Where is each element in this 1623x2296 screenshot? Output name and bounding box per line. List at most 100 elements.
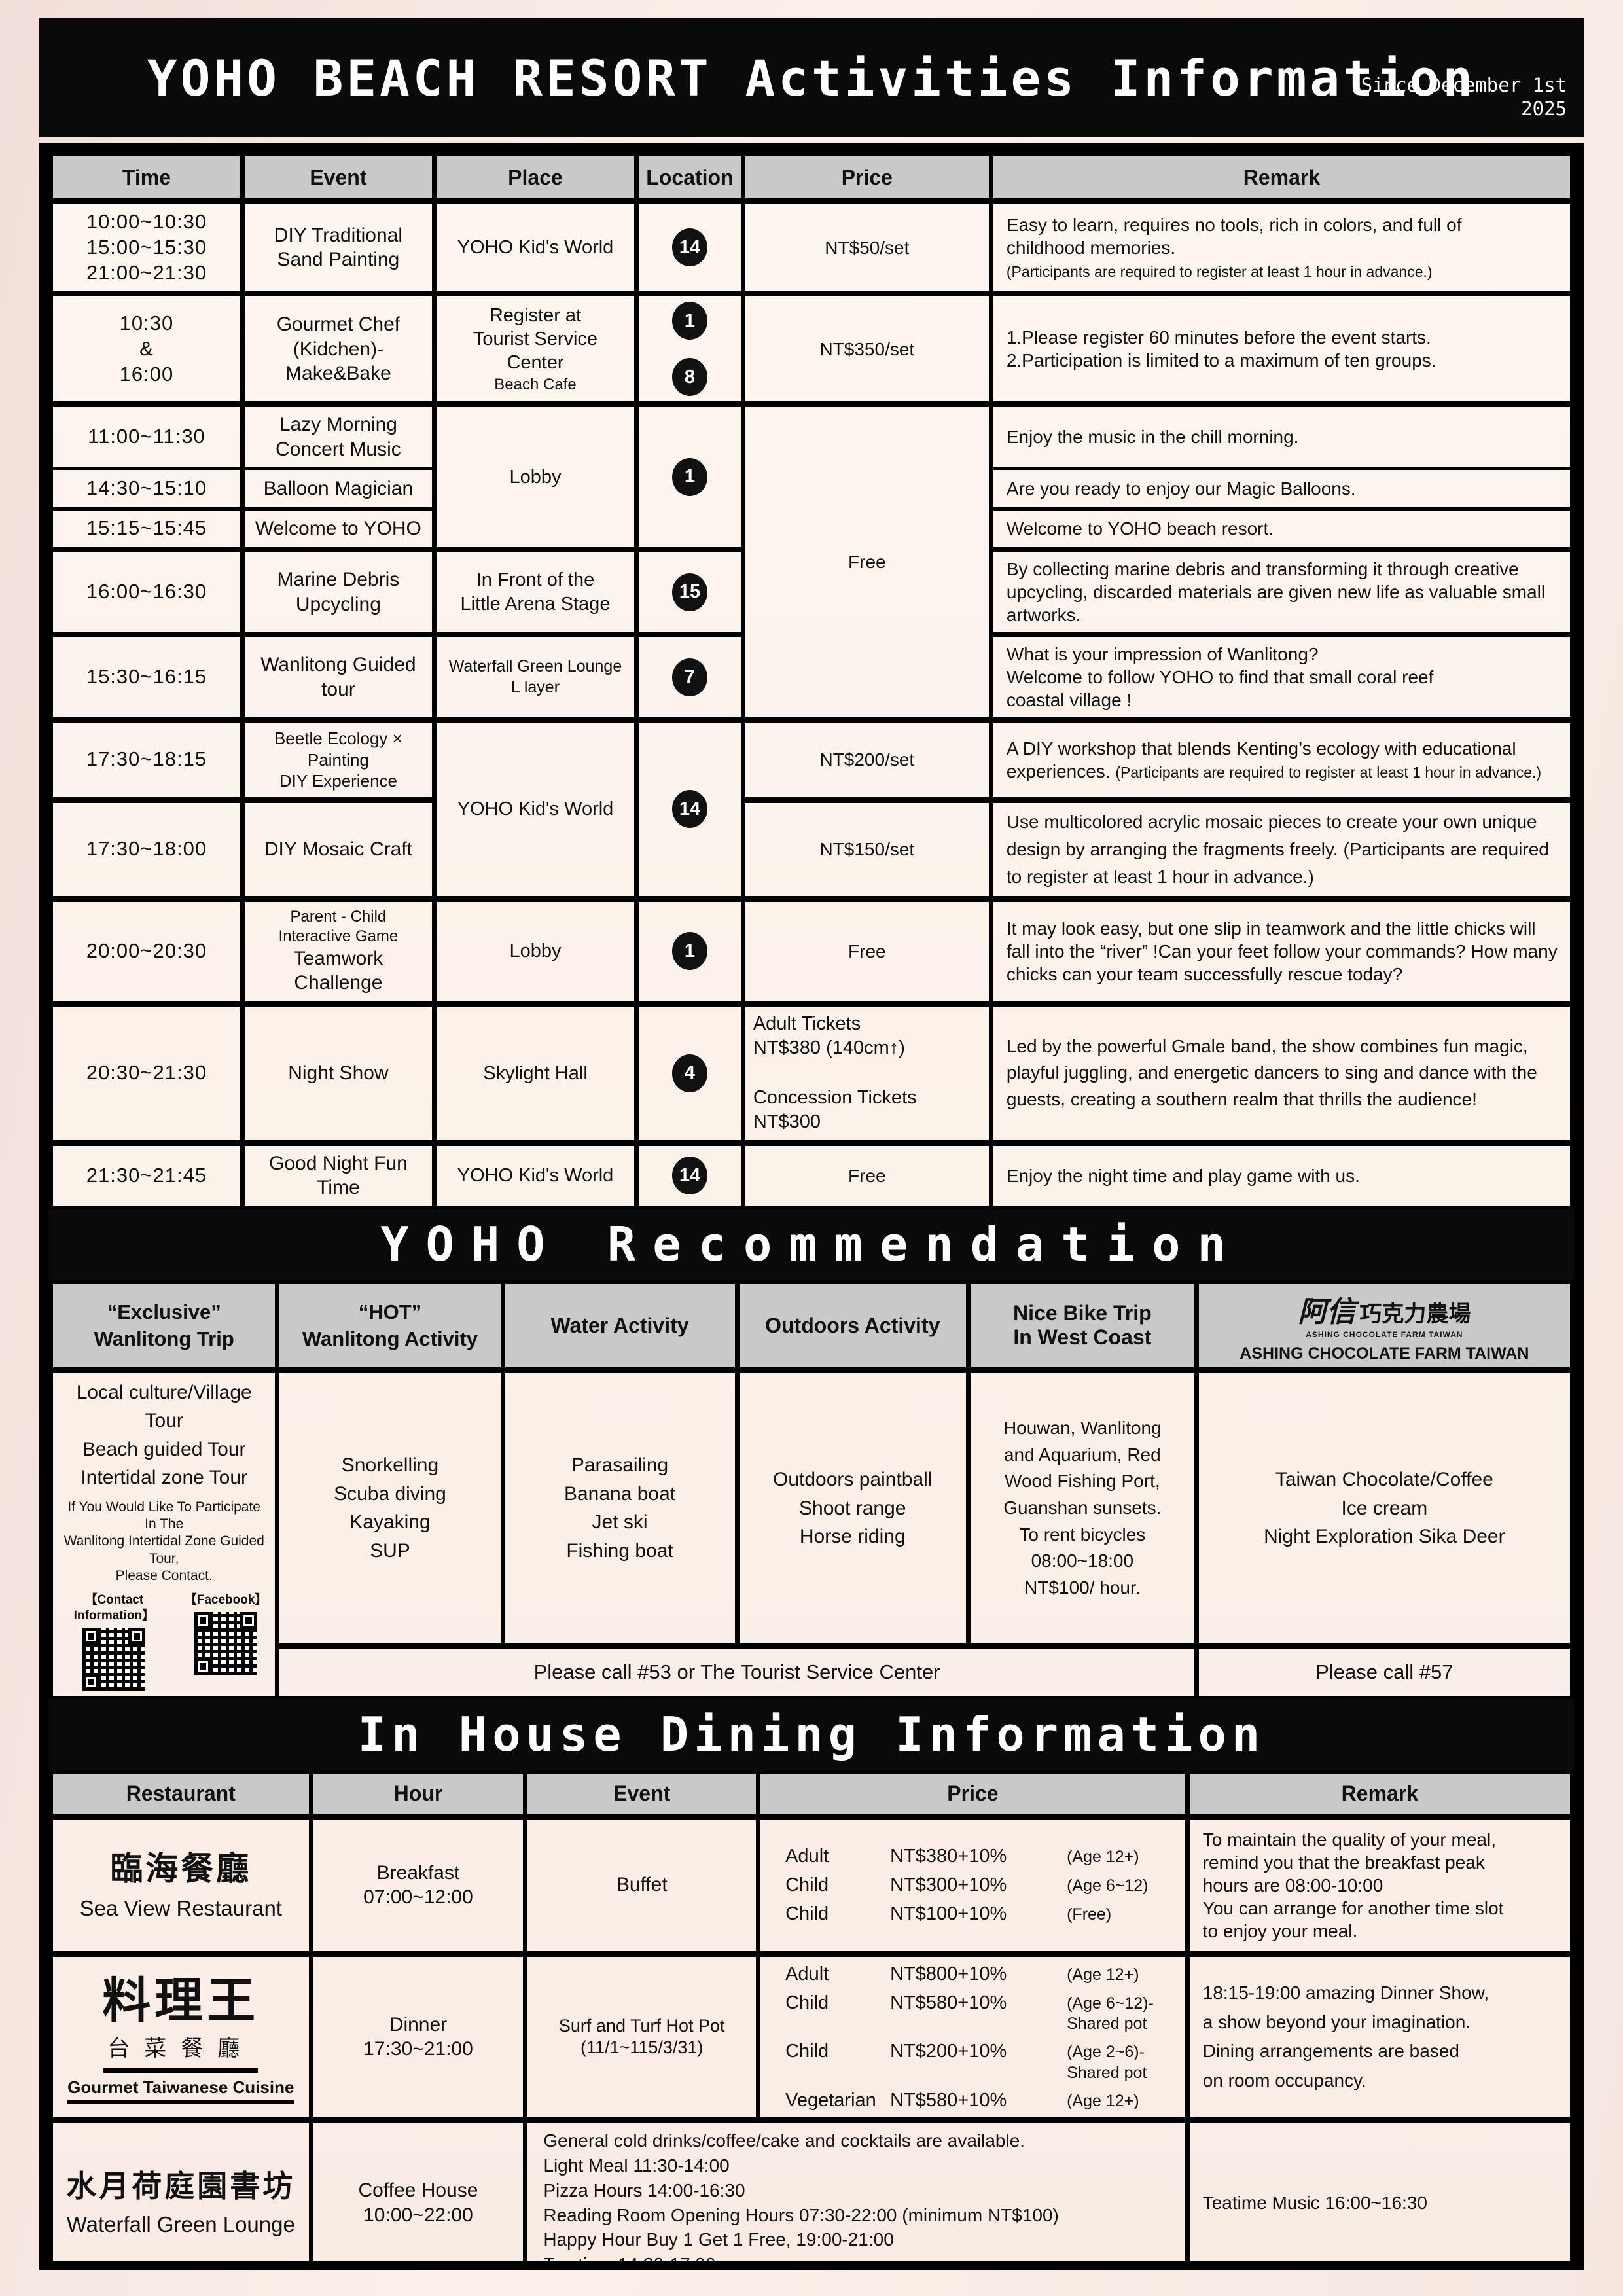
price-cell: Free [740, 895, 993, 1005]
location-badge: 14 [671, 790, 707, 829]
remark-cell: Enjoy the music in the chill morning. [988, 401, 1575, 471]
table-row: 17:30~18:15 Beetle Ecology × Painting DI… [48, 717, 1575, 901]
price-note: (Age 12+) [1067, 1965, 1139, 1984]
remark-cell: By collecting marine debris and transfor… [988, 547, 1575, 636]
rec-header-line1: “HOT” [358, 1300, 422, 1323]
price-cell: Free [740, 401, 993, 721]
table-row: 15:15~15:45 Welcome to YOHO Welcome to Y… [48, 508, 1575, 551]
price-note: (Age 12+) [1067, 1847, 1139, 1866]
recommendation-header-row: “Exclusive” Wanlitong Trip “HOT” Wanlitong… [48, 1279, 1575, 1373]
table-row: 10:30 & 16:00 Gourmet Chef (Kidchen)- Ma… [48, 291, 1575, 406]
time-cell: 21:30~21:45 [48, 1139, 245, 1209]
table-row: 17:30~18:00 DIY Mosaic Craft NT$150/set … [48, 797, 1575, 901]
table-row: 16:00~16:30 Marine Debris Upcycling In F… [48, 547, 1575, 636]
remark-note: (Participants are required to register a… [1115, 763, 1542, 781]
qr-code-contact-information [82, 1627, 146, 1691]
rec-cell-ashing: Taiwan Chocolate/Coffee Ice cream Night … [1194, 1367, 1575, 1648]
rec-header-ashing: 阿信 巧克力農場 ASHING CHOCOLATE FARM TAIWAN ASH… [1194, 1279, 1575, 1373]
event-cell: Welcome to YOHO [240, 508, 437, 551]
dining-header-row: Restaurant Hour Event Price Remark [48, 1769, 1575, 1820]
price-note: (Age 6~12) [1067, 1876, 1149, 1895]
remark-cell: Led by the powerful Gmale band, the show… [988, 1000, 1575, 1145]
col-header-place: Place [431, 152, 639, 204]
restaurant-logo-zh: 料理王 [102, 1973, 260, 2028]
hour-cell: Coffee House 10:00~22:00 [308, 2117, 528, 2261]
event-cell: Parent - Child Interactive Game Teamwork … [240, 895, 437, 1005]
price-label: Adult [785, 1845, 829, 1867]
remark-cell: Welcome to YOHO beach resort. [988, 508, 1575, 551]
remark-cell: Use multicolored acrylic mosaic pieces t… [988, 797, 1575, 901]
qr-facebook: 【Facebook】 [184, 1592, 268, 1691]
table-row: 15:30~16:15 Wanlitong Guided tour Waterf… [48, 632, 1575, 721]
table-row: 21:30~21:45 Good Night Fun Time YOHO Kid… [48, 1139, 1575, 1209]
price-amount: NT$580+10% [890, 1992, 1007, 2013]
location-cell: 14 [634, 198, 745, 296]
rec-header-line1: “Exclusive” [107, 1300, 221, 1323]
price-amount: NT$100+10% [890, 1903, 1007, 1925]
restaurant-name-en: Sea View Restaurant [79, 1895, 282, 1920]
dining-section-title: In House Dining Information [48, 1698, 1575, 1770]
price-label: Child [785, 1992, 829, 2013]
activities-header-row: Time Event Place Location Price Remark [48, 152, 1575, 204]
location-cell: 14 [634, 717, 745, 901]
place-sub: Beach Cafe [494, 375, 577, 393]
col-header-price: Price [740, 152, 993, 204]
remark-cell: It may look easy, but one slip in teamwo… [988, 895, 1575, 1005]
recommendation-section-title: YOHO Recommendation [48, 1208, 1575, 1280]
price-cell: NT$50/set [740, 198, 993, 296]
event-cell: Gourmet Chef (Kidchen)- Make&Bake [240, 291, 437, 406]
col-header-event: Event [240, 152, 437, 204]
din-header-event: Event [523, 1769, 761, 1820]
ashing-logo-zh2: 巧克力農場 [1359, 1301, 1471, 1327]
restaurant-logo-sub: 台菜餐廳 [103, 2035, 259, 2073]
location-badge: 1 [671, 457, 707, 496]
qr-code-facebook [194, 1611, 258, 1675]
table-row: 14:30~15:10 Balloon Magician Are you rea… [48, 467, 1575, 511]
recommendation-table: “Exclusive” Wanlitong Trip “HOT” Wanlitong… [48, 1279, 1575, 1699]
event-price-cell: General cold drinks/coffee/cake and cock… [523, 2117, 1190, 2261]
dining-row-taiwanese: 料理王 台菜餐廳 Gourmet Taiwanese Cuisine Dinner … [48, 1950, 1575, 2123]
qr-facebook-label: 【Facebook】 [184, 1593, 268, 1607]
din-header-restaurant: Restaurant [48, 1769, 313, 1820]
table-row: 11:00~11:30 Lazy Morning Concert Music L… [48, 401, 1575, 721]
ashing-logo: 阿信 巧克力農場 ASHING CHOCOLATE FARM TAIWAN ASH… [1203, 1288, 1566, 1363]
table-row: 20:00~20:30 Parent - Child Interactive G… [48, 895, 1575, 1005]
dining-table: Restaurant Hour Event Price Remark 臨海餐廳 S… [48, 1769, 1575, 2261]
price-amount: NT$800+10% [890, 1963, 1007, 1984]
page-title: YOHO BEACH RESORT Activities Information [147, 48, 1476, 107]
price-line: Adult NT$380+10% (Age 12+) [785, 1844, 1177, 1868]
rec-header-line2: Wanlitong Activity [302, 1327, 478, 1351]
time-cell: 20:00~20:30 [48, 895, 245, 1005]
price-line: Child NT$100+10% (Free) [785, 1902, 1177, 1926]
price-note: (Age 12+) [1067, 2091, 1139, 2110]
rec-cell-outdoors: Outdoors paintball Shoot range Horse rid… [734, 1367, 971, 1648]
rec-cell-bike: Houwan, Wanlitong and Aquarium, Red Wood… [965, 1367, 1199, 1648]
ashing-logo-caption: ASHING CHOCOLATE FARM TAIWAN [1306, 1329, 1463, 1339]
remark-cell: 1.Please register 60 minutes before the … [988, 291, 1575, 406]
rec-call-57: Please call #57 [1194, 1643, 1575, 1699]
poster-sheet: Time Event Place Location Price Remark 1… [39, 143, 1584, 2270]
qr-contact-label: 【Contact Information】 [73, 1593, 155, 1623]
location-badge: 14 [671, 228, 707, 267]
time-cell: 11:00~11:30 [48, 401, 245, 471]
price-amount: NT$380+10% [890, 1845, 1007, 1867]
location-cell: 7 [634, 632, 745, 721]
remark-cell: To maintain the quality of your meal, re… [1185, 1813, 1575, 1956]
place-cell: Lobby [431, 895, 639, 1005]
recommendation-call-row: Please call #53 or The Tourist Service C… [51, 1643, 1575, 1699]
remark-text: Easy to learn, requires no tools, rich i… [1006, 214, 1462, 258]
remark-cell: Are you ready to enjoy our Magic Balloon… [988, 467, 1575, 511]
remark-note: (Participants are required to register a… [1006, 262, 1433, 280]
location-cell: 1 [634, 895, 745, 1005]
event-cell: Wanlitong Guided tour [240, 632, 437, 721]
price-cell: Adult Tickets NT$380 (140cm↑) Concession… [740, 1000, 993, 1145]
location-badge: 15 [671, 573, 707, 611]
remark-cell: A DIY workshop that blends Kenting’s eco… [988, 717, 1575, 802]
restaurant-name-zh: 水月荷庭園書坊 [66, 2169, 296, 2204]
location-cell: 15 [634, 547, 745, 636]
price-label: Child [785, 2041, 829, 2062]
rec-cell-water: Parasailing Banana boat Jet ski Fishing … [500, 1367, 740, 1648]
event-cell: Buffet [523, 1813, 761, 1956]
activities-table: Time Event Place Location Price Remark 1… [48, 152, 1575, 1209]
